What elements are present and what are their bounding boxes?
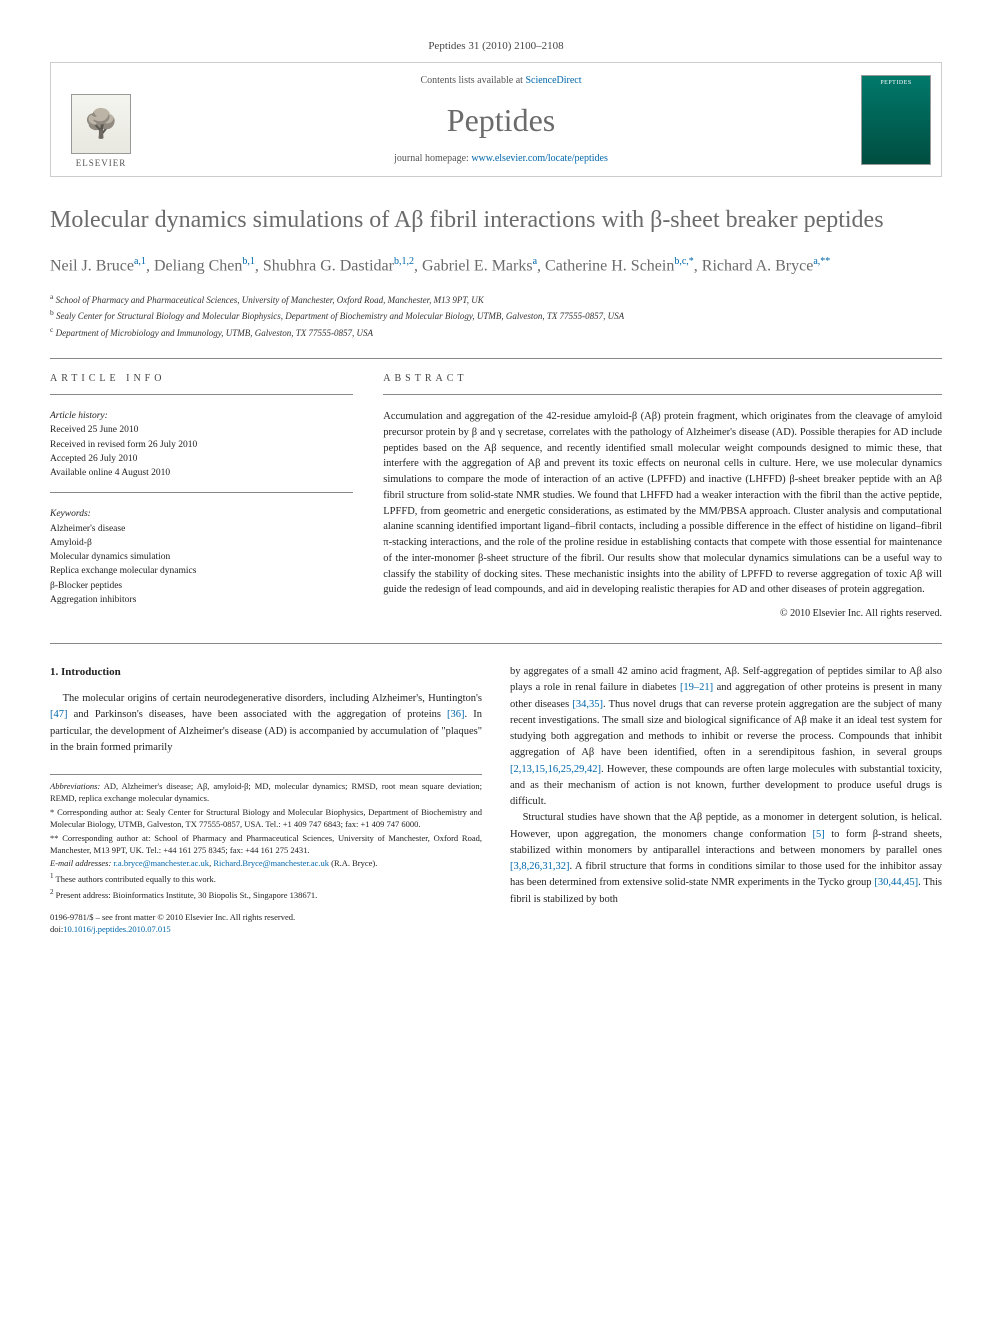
keywords-block: Keywords: Alzheimer's diseaseAmyloid-βMo…	[50, 507, 353, 607]
affiliations: a School of Pharmacy and Pharmaceutical …	[50, 291, 942, 341]
citation-link[interactable]: [36]	[447, 709, 465, 720]
journal-cover-cell	[851, 63, 941, 176]
article-info-heading: ARTICLE INFO	[50, 373, 353, 384]
history-label: Article history:	[50, 409, 353, 423]
divider	[50, 643, 942, 644]
publisher-logo-cell: ELSEVIER	[51, 63, 151, 176]
journal-citation: Peptides 31 (2010) 2100–2108	[50, 40, 942, 52]
citation-link[interactable]: [30,44,45]	[874, 877, 918, 888]
elsevier-tree-icon	[71, 94, 131, 154]
keyword: Amyloid-β	[50, 536, 353, 550]
homepage-link[interactable]: www.elsevier.com/locate/peptides	[471, 153, 608, 164]
email-footnote: E-mail addresses: r.a.bryce@manchester.a…	[50, 858, 482, 870]
divider	[50, 358, 942, 359]
elsevier-logo: ELSEVIER	[61, 78, 141, 168]
history-line: Received 25 June 2010	[50, 423, 353, 437]
sciencedirect-link[interactable]: ScienceDirect	[525, 75, 581, 86]
abstract-heading: ABSTRACT	[383, 373, 942, 384]
keyword: Alzheimer's disease	[50, 522, 353, 536]
left-column: 1. Introduction The molecular origins of…	[50, 664, 482, 936]
divider	[383, 394, 942, 395]
history-line: Accepted 26 July 2010	[50, 452, 353, 466]
doi-line: doi:10.1016/j.peptides.2010.07.015	[50, 924, 482, 936]
history-line: Received in revised form 26 July 2010	[50, 438, 353, 452]
intro-para-3: Structural studies have shown that the A…	[510, 810, 942, 908]
divider	[50, 492, 353, 493]
present-address-footnote: 2 Present address: Bioinformatics Instit…	[50, 888, 482, 902]
divider	[50, 394, 353, 395]
keyword: Molecular dynamics simulation	[50, 550, 353, 564]
intro-para-2: by aggregates of a small 42 amino acid f…	[510, 664, 942, 810]
journal-header: ELSEVIER Contents lists available at Sci…	[50, 62, 942, 177]
body-columns: 1. Introduction The molecular origins of…	[50, 664, 942, 936]
journal-name: Peptides	[163, 102, 839, 139]
equal-contrib-footnote: 1 These authors contributed equally to t…	[50, 872, 482, 886]
journal-cover-thumbnail	[861, 75, 931, 165]
front-matter-line: 0196-9781/$ – see front matter © 2010 El…	[50, 912, 482, 924]
right-column: by aggregates of a small 42 amino acid f…	[510, 664, 942, 936]
citation-link[interactable]: [19–21]	[680, 682, 713, 693]
abstract-column: ABSTRACT Accumulation and aggregation of…	[383, 373, 942, 619]
authors-list: Neil J. Brucea,1, Deliang Chenb,1, Shubh…	[50, 254, 942, 278]
history-line: Available online 4 August 2010	[50, 466, 353, 480]
article-history: Article history: Received 25 June 2010Re…	[50, 409, 353, 480]
keyword: β-Blocker peptides	[50, 579, 353, 593]
corresponding-author-1: * Corresponding author at: Sealy Center …	[50, 807, 482, 831]
email-link-1[interactable]: r.a.bryce@manchester.ac.uk	[113, 858, 209, 868]
article-info-column: ARTICLE INFO Article history: Received 2…	[50, 373, 353, 619]
citation-link[interactable]: [5]	[813, 829, 825, 840]
intro-para-1: The molecular origins of certain neurode…	[50, 691, 482, 756]
journal-homepage-line: journal homepage: www.elsevier.com/locat…	[163, 153, 839, 164]
keyword: Aggregation inhibitors	[50, 593, 353, 607]
publisher-name: ELSEVIER	[76, 158, 127, 168]
citation-link[interactable]: [2,13,15,16,25,29,42]	[510, 764, 601, 775]
article-title: Molecular dynamics simulations of Aβ fib…	[50, 205, 942, 236]
contents-prefix: Contents lists available at	[420, 75, 525, 86]
homepage-prefix: journal homepage:	[394, 153, 471, 164]
doi-block: 0196-9781/$ – see front matter © 2010 El…	[50, 912, 482, 936]
citation-link[interactable]: [34,35]	[572, 699, 603, 710]
header-center: Contents lists available at ScienceDirec…	[151, 63, 851, 176]
corresponding-author-2: ** Corresponding author at: School of Ph…	[50, 833, 482, 857]
section-heading-intro: 1. Introduction	[50, 664, 482, 681]
footnotes-block: Abbreviations: AD, Alzheimer's disease; …	[50, 774, 482, 902]
abstract-text: Accumulation and aggregation of the 42-r…	[383, 409, 942, 598]
citation-link[interactable]: [3,8,26,31,32]	[510, 861, 570, 872]
copyright-line: © 2010 Elsevier Inc. All rights reserved…	[383, 608, 942, 619]
keyword: Replica exchange molecular dynamics	[50, 564, 353, 578]
email-link-2[interactable]: Richard.Bryce@manchester.ac.uk	[213, 858, 329, 868]
doi-link[interactable]: 10.1016/j.peptides.2010.07.015	[63, 924, 170, 934]
abbreviations-footnote: Abbreviations: AD, Alzheimer's disease; …	[50, 781, 482, 805]
citation-link[interactable]: [47]	[50, 709, 68, 720]
contents-available-line: Contents lists available at ScienceDirec…	[163, 75, 839, 86]
keywords-label: Keywords:	[50, 507, 353, 521]
